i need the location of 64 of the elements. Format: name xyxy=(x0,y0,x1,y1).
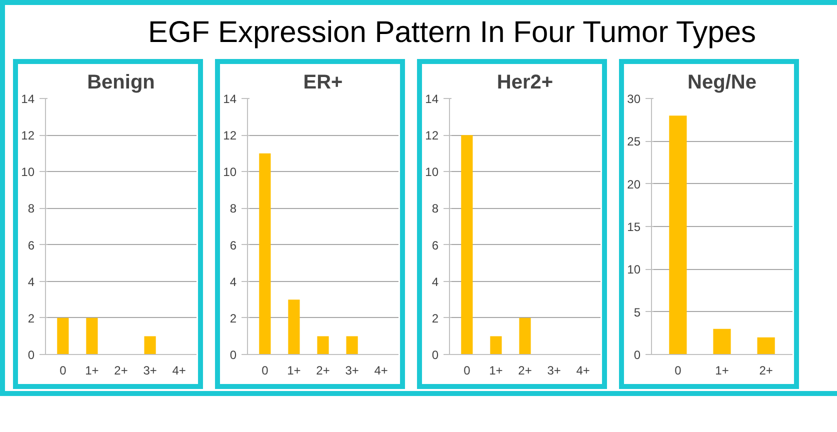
chart-title: Benign xyxy=(87,72,155,94)
bar xyxy=(669,116,687,354)
y-tick-label: 4 xyxy=(28,274,35,289)
bar xyxy=(519,318,531,354)
bar xyxy=(346,336,358,354)
y-tick-label: 20 xyxy=(627,177,641,192)
bar xyxy=(288,300,300,354)
y-tick-label: 5 xyxy=(634,305,641,320)
text: EGF Expression Pattern In Four Tumor Types xyxy=(148,15,756,51)
y-tick-label: 12 xyxy=(21,128,35,143)
chart-title: ER+ xyxy=(303,72,343,94)
y-tick-label: 14 xyxy=(223,92,237,106)
y-tick-label: 10 xyxy=(223,165,237,180)
y-tick-label: 10 xyxy=(627,262,641,277)
y-tick-label: 6 xyxy=(432,238,439,252)
bar xyxy=(713,328,731,354)
x-tick-label: 1+ xyxy=(489,364,503,378)
y-tick-label: 25 xyxy=(627,134,641,149)
x-tick-label: 0 xyxy=(674,364,682,378)
x-tick-label: 4+ xyxy=(172,364,186,378)
y-tick-label: 8 xyxy=(230,202,237,216)
y-tick-label: 4 xyxy=(432,274,439,289)
x-tick-label: 0 xyxy=(262,364,269,378)
y-tick-label: 14 xyxy=(21,92,35,106)
y-tick-label: 12 xyxy=(425,128,439,143)
x-tick-label: 2+ xyxy=(316,364,330,378)
y-tick-label: 6 xyxy=(28,238,35,252)
x-tick-label: 3+ xyxy=(143,364,157,378)
y-tick-label: 0 xyxy=(28,348,35,362)
bar xyxy=(757,337,775,354)
x-tick-label: 3+ xyxy=(547,364,561,378)
x-tick-label: 1+ xyxy=(715,364,729,378)
y-tick-label: 0 xyxy=(230,348,237,362)
x-tick-label: 3+ xyxy=(345,364,359,378)
x-tick-label: 1+ xyxy=(85,364,99,378)
bar xyxy=(490,336,502,354)
chart-title: Her2+ xyxy=(496,72,554,94)
x-tick-label: 0 xyxy=(464,364,471,378)
x-tick-label: 2+ xyxy=(518,364,532,378)
y-tick-label: 4 xyxy=(230,274,237,289)
bar xyxy=(461,135,473,354)
y-tick-label: 0 xyxy=(634,348,641,362)
y-tick-label: 8 xyxy=(28,202,35,216)
y-tick-label: 2 xyxy=(230,311,237,326)
x-tick-label: 4+ xyxy=(576,364,590,378)
bar xyxy=(259,153,271,354)
y-tick-label: 2 xyxy=(28,311,35,326)
y-tick-label: 6 xyxy=(230,238,237,252)
y-tick-label: 15 xyxy=(627,220,641,234)
chart-title: Neg/Ne xyxy=(688,72,756,94)
y-tick-label: 30 xyxy=(627,92,641,106)
x-tick-label: 1+ xyxy=(287,364,301,378)
y-tick-label: 10 xyxy=(21,165,35,180)
bar xyxy=(317,336,329,354)
x-tick-label: 0 xyxy=(60,364,67,378)
y-tick-label: 8 xyxy=(432,202,439,216)
x-tick-label: 4+ xyxy=(374,364,388,378)
x-tick-label: 2+ xyxy=(759,364,773,378)
y-tick-label: 12 xyxy=(223,128,237,143)
y-tick-label: 0 xyxy=(432,348,439,362)
x-tick-label: 2+ xyxy=(114,364,128,378)
y-tick-label: 10 xyxy=(425,165,439,180)
y-tick-label: 14 xyxy=(425,92,439,106)
y-tick-label: 2 xyxy=(432,311,439,326)
